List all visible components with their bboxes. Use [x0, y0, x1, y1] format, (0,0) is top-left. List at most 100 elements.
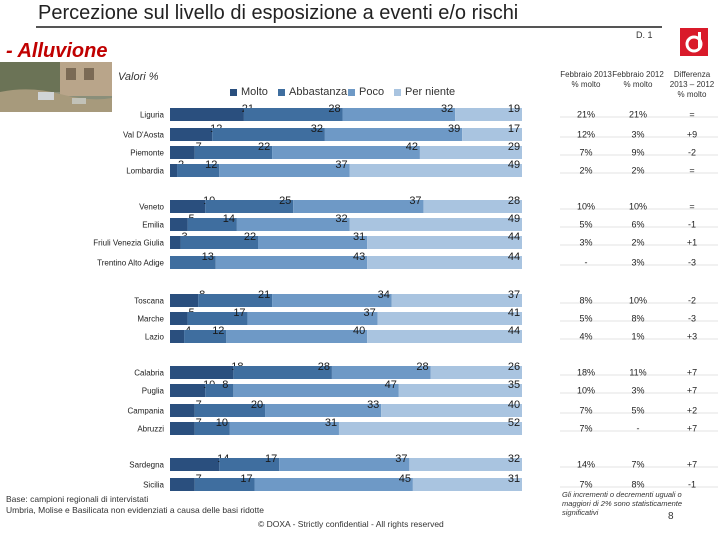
- bar-value-label: 8: [222, 379, 228, 391]
- page-title: Percezione sul livello di esposizione a …: [38, 2, 519, 24]
- table-header-diff: Differenza 2013 – 2012 % molto: [669, 70, 715, 99]
- table-cell-2013: 14%: [577, 460, 595, 470]
- bar-segment-poco: [293, 200, 424, 213]
- table-cell-diff: +7: [687, 460, 697, 470]
- bar-segment-abbastanza: [243, 108, 343, 121]
- bar-segment-per-niente: [338, 422, 522, 435]
- bar-value-label: 42: [406, 141, 418, 153]
- legend-label: Molto: [241, 86, 268, 98]
- bar-segment-per-niente: [367, 236, 522, 249]
- bar-segment-molto: [170, 384, 206, 397]
- bar-value-label: 44: [508, 231, 520, 243]
- region-label: Marche: [137, 315, 164, 324]
- bar-segment-molto: [170, 404, 195, 417]
- bar-segment-abbastanza: [205, 200, 294, 213]
- bar-value-label: 41: [508, 307, 520, 319]
- bar-segment-molto: [170, 218, 188, 231]
- bar-segment-per-niente: [409, 458, 522, 471]
- bar-segment-per-niente: [423, 200, 522, 213]
- bar-value-label: 37: [508, 289, 520, 301]
- bar-value-label: 14: [223, 213, 235, 225]
- table-cell-2012: 2%: [631, 166, 644, 176]
- bar-segment-molto: [170, 236, 181, 249]
- table-cell-2012: 6%: [631, 220, 644, 230]
- region-label: Emilia: [142, 221, 164, 230]
- table-cell-diff: =: [689, 202, 694, 212]
- bar-segment-poco: [342, 108, 456, 121]
- bar-segment-poco: [279, 458, 410, 471]
- region-label: Liguria: [140, 111, 165, 120]
- bar-value-label: 32: [441, 103, 453, 115]
- footer-base-note: Base: campioni regionali di intervistati: [6, 494, 149, 504]
- bar-value-label: 44: [508, 325, 520, 337]
- table-cell-2013: 10%: [577, 202, 595, 212]
- bar-value-label: 32: [311, 123, 323, 135]
- legend-item-abbastanza: Abbastanza: [278, 86, 347, 98]
- bar-segment-per-niente: [349, 164, 522, 177]
- legend-swatch: [394, 88, 401, 96]
- bar-value-label: 37: [409, 195, 421, 207]
- bar-value-label: 19: [508, 103, 520, 115]
- table-header-2013: Febbraio 2013 % molto: [560, 70, 612, 89]
- bar-segment-poco: [215, 256, 368, 269]
- table-cell-2013: 12%: [577, 130, 595, 140]
- table-cell-diff: +1: [687, 238, 697, 248]
- table-cell-diff: +7: [687, 386, 697, 396]
- table-cell-diff: +2: [687, 406, 697, 416]
- region-label: Lazio: [145, 333, 165, 342]
- table-cell-2013: 18%: [577, 368, 595, 378]
- bar-value-label: 34: [378, 289, 390, 301]
- bar-value-label: 28: [416, 361, 428, 373]
- significance-note: Gli incrementi o decrementi uguali o mag…: [562, 490, 683, 517]
- bar-segment-molto: [170, 330, 185, 343]
- table-cell-2012: 3%: [631, 386, 644, 396]
- region-label: Friuli Venezia Giulia: [93, 239, 164, 248]
- table-cell-2013: 2%: [579, 166, 592, 176]
- table-cell-2013: 7%: [579, 424, 592, 434]
- bar-value-label: 25: [279, 195, 291, 207]
- bar-value-label: 22: [258, 141, 270, 153]
- table-cell-2012: 1%: [631, 332, 644, 342]
- bar-value-label: 33: [367, 399, 379, 411]
- unit-label: Valori %: [118, 71, 159, 83]
- bar-segment-per-niente: [381, 404, 522, 417]
- page-subtitle: - Alluvione: [6, 40, 108, 62]
- title-underline: [36, 26, 662, 28]
- table-cell-2012: 10%: [629, 296, 647, 306]
- legend-item-poco: Poco: [348, 86, 384, 98]
- table-cell-2012: 11%: [629, 368, 646, 378]
- bar-value-label: 44: [508, 251, 520, 263]
- table-cell-2013: 7%: [579, 406, 592, 416]
- bar-segment-abbastanza: [205, 384, 234, 397]
- table-cell-2013: 10%: [577, 386, 595, 396]
- table-cell-diff: =: [689, 110, 694, 120]
- table-cell-2012: 10%: [629, 202, 647, 212]
- bar-segment-molto: [170, 108, 244, 121]
- legend-swatch: [348, 88, 355, 96]
- legend-swatch: [278, 88, 285, 96]
- table-cell-2013: 4%: [579, 332, 592, 342]
- bar-value-label: 45: [399, 473, 411, 485]
- bar-segment-abbastanza: [194, 478, 255, 491]
- bar-segment-molto: [170, 200, 206, 213]
- table-cell-diff: -1: [688, 220, 696, 230]
- table-cell-2012: 7%: [631, 460, 644, 470]
- region-label: Calabria: [134, 369, 164, 378]
- bar-segment-molto: [170, 458, 220, 471]
- slide-code: D. 1: [636, 30, 653, 40]
- bar-segment-per-niente: [398, 384, 522, 397]
- bar-value-label: 20: [251, 399, 263, 411]
- bar-segment-poco: [324, 128, 463, 141]
- bar-segment-abbastanza: [180, 236, 258, 249]
- bar-segment-per-niente: [377, 312, 522, 325]
- bar-segment-molto: [170, 478, 195, 491]
- bar-value-label: 22: [244, 231, 256, 243]
- bar-value-label: 39: [448, 123, 460, 135]
- table-cell-2013: -: [585, 258, 588, 268]
- table-cell-diff: +3: [687, 332, 697, 342]
- table-cell-diff: +9: [687, 130, 697, 140]
- bar-segment-molto: [170, 164, 178, 177]
- bar-segment-per-niente: [349, 218, 522, 231]
- region-label: Veneto: [139, 203, 164, 212]
